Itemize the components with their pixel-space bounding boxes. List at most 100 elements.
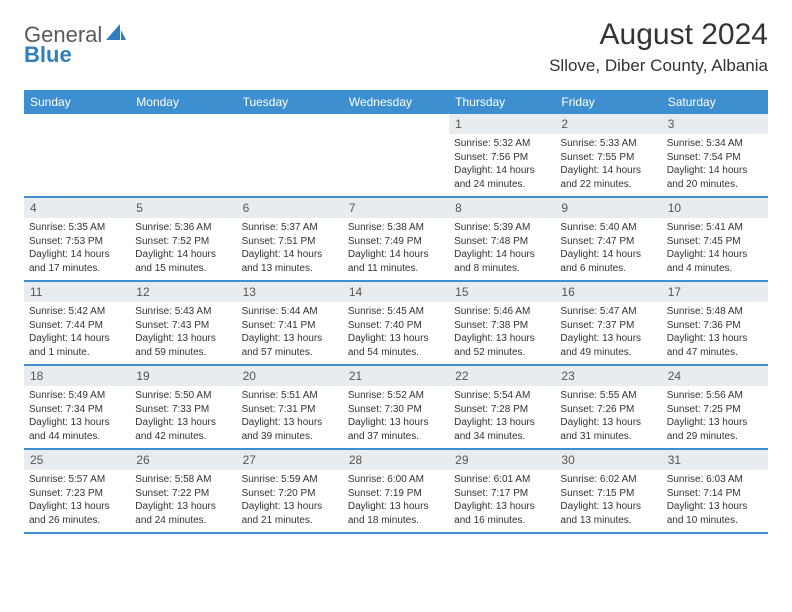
sunset-text: Sunset: 7:48 PM	[454, 235, 550, 249]
day-info: Sunrise: 5:56 AMSunset: 7:25 PMDaylight:…	[662, 386, 768, 448]
daylight-text: Daylight: 13 hours and 29 minutes.	[667, 416, 763, 443]
day-number: 27	[237, 450, 343, 470]
daylight-text: Daylight: 13 hours and 21 minutes.	[242, 500, 338, 527]
day-number: 8	[449, 198, 555, 218]
day-number: 12	[130, 282, 236, 302]
day-info: Sunrise: 5:48 AMSunset: 7:36 PMDaylight:…	[662, 302, 768, 364]
day-cell: 30Sunrise: 6:02 AMSunset: 7:15 PMDayligh…	[555, 450, 661, 532]
month-title: August 2024	[549, 18, 768, 52]
day-info: Sunrise: 5:32 AMSunset: 7:56 PMDaylight:…	[449, 134, 555, 196]
day-number: 7	[343, 198, 449, 218]
sunset-text: Sunset: 7:41 PM	[242, 319, 338, 333]
sunrise-text: Sunrise: 5:34 AM	[667, 137, 763, 151]
day-info: Sunrise: 5:37 AMSunset: 7:51 PMDaylight:…	[237, 218, 343, 280]
day-info: Sunrise: 5:57 AMSunset: 7:23 PMDaylight:…	[24, 470, 130, 532]
day-cell: 26Sunrise: 5:58 AMSunset: 7:22 PMDayligh…	[130, 450, 236, 532]
daylight-text: Daylight: 14 hours and 8 minutes.	[454, 248, 550, 275]
week-row: 1Sunrise: 5:32 AMSunset: 7:56 PMDaylight…	[24, 114, 768, 198]
sunset-text: Sunset: 7:37 PM	[560, 319, 656, 333]
day-info: Sunrise: 5:41 AMSunset: 7:45 PMDaylight:…	[662, 218, 768, 280]
sunrise-text: Sunrise: 5:58 AM	[135, 473, 231, 487]
sunset-text: Sunset: 7:40 PM	[348, 319, 444, 333]
sunset-text: Sunset: 7:56 PM	[454, 151, 550, 165]
day-cell: 9Sunrise: 5:40 AMSunset: 7:47 PMDaylight…	[555, 198, 661, 280]
day-cell: 23Sunrise: 5:55 AMSunset: 7:26 PMDayligh…	[555, 366, 661, 448]
day-cell: 20Sunrise: 5:51 AMSunset: 7:31 PMDayligh…	[237, 366, 343, 448]
sunrise-text: Sunrise: 5:33 AM	[560, 137, 656, 151]
daylight-text: Daylight: 13 hours and 49 minutes.	[560, 332, 656, 359]
daylight-text: Daylight: 13 hours and 13 minutes.	[560, 500, 656, 527]
daylight-text: Daylight: 13 hours and 16 minutes.	[454, 500, 550, 527]
day-info: Sunrise: 5:58 AMSunset: 7:22 PMDaylight:…	[130, 470, 236, 532]
sunrise-text: Sunrise: 5:57 AM	[29, 473, 125, 487]
day-info: Sunrise: 5:55 AMSunset: 7:26 PMDaylight:…	[555, 386, 661, 448]
daylight-text: Daylight: 13 hours and 54 minutes.	[348, 332, 444, 359]
sunset-text: Sunset: 7:26 PM	[560, 403, 656, 417]
sunset-text: Sunset: 7:55 PM	[560, 151, 656, 165]
day-number: 13	[237, 282, 343, 302]
day-cell: 27Sunrise: 5:59 AMSunset: 7:20 PMDayligh…	[237, 450, 343, 532]
day-info: Sunrise: 5:46 AMSunset: 7:38 PMDaylight:…	[449, 302, 555, 364]
daylight-text: Daylight: 14 hours and 17 minutes.	[29, 248, 125, 275]
sunrise-text: Sunrise: 5:56 AM	[667, 389, 763, 403]
sunrise-text: Sunrise: 5:54 AM	[454, 389, 550, 403]
day-number: 15	[449, 282, 555, 302]
day-cell-empty	[130, 114, 236, 196]
day-number: 23	[555, 366, 661, 386]
daylight-text: Daylight: 13 hours and 59 minutes.	[135, 332, 231, 359]
day-number: 22	[449, 366, 555, 386]
sunrise-text: Sunrise: 5:40 AM	[560, 221, 656, 235]
day-number: 26	[130, 450, 236, 470]
day-number: 1	[449, 114, 555, 134]
day-number: 19	[130, 366, 236, 386]
daylight-text: Daylight: 14 hours and 1 minute.	[29, 332, 125, 359]
day-info: Sunrise: 5:35 AMSunset: 7:53 PMDaylight:…	[24, 218, 130, 280]
day-info: Sunrise: 5:38 AMSunset: 7:49 PMDaylight:…	[343, 218, 449, 280]
sunset-text: Sunset: 7:47 PM	[560, 235, 656, 249]
weekday-thursday: Thursday	[449, 90, 555, 114]
day-number: 4	[24, 198, 130, 218]
day-cell: 17Sunrise: 5:48 AMSunset: 7:36 PMDayligh…	[662, 282, 768, 364]
daylight-text: Daylight: 14 hours and 6 minutes.	[560, 248, 656, 275]
sunset-text: Sunset: 7:22 PM	[135, 487, 231, 501]
calendar-body: 1Sunrise: 5:32 AMSunset: 7:56 PMDaylight…	[24, 114, 768, 534]
sunset-text: Sunset: 7:45 PM	[667, 235, 763, 249]
daylight-text: Daylight: 13 hours and 26 minutes.	[29, 500, 125, 527]
day-cell: 2 Sunrise: 5:33 AMSunset: 7:55 PMDaylight…	[555, 114, 661, 196]
weekday-wednesday: Wednesday	[343, 90, 449, 114]
day-cell: 1Sunrise: 5:32 AMSunset: 7:56 PMDaylight…	[449, 114, 555, 196]
sunrise-text: Sunrise: 5:47 AM	[560, 305, 656, 319]
day-cell: 5Sunrise: 5:36 AMSunset: 7:52 PMDaylight…	[130, 198, 236, 280]
day-info: Sunrise: 6:03 AMSunset: 7:14 PMDaylight:…	[662, 470, 768, 532]
day-info: Sunrise: 5:49 AMSunset: 7:34 PMDaylight:…	[24, 386, 130, 448]
daylight-text: Daylight: 14 hours and 22 minutes.	[560, 164, 656, 191]
weekday-sunday: Sunday	[24, 90, 130, 114]
day-number: 25	[24, 450, 130, 470]
day-number: 11	[24, 282, 130, 302]
day-cell-empty	[24, 114, 130, 196]
day-info: Sunrise: 6:00 AMSunset: 7:19 PMDaylight:…	[343, 470, 449, 532]
day-number: 2	[555, 114, 661, 134]
day-number: 3	[662, 114, 768, 134]
sunrise-text: Sunrise: 5:45 AM	[348, 305, 444, 319]
sunset-text: Sunset: 7:52 PM	[135, 235, 231, 249]
day-info: Sunrise: 5:44 AMSunset: 7:41 PMDaylight:…	[237, 302, 343, 364]
sunrise-text: Sunrise: 5:39 AM	[454, 221, 550, 235]
week-row: 4Sunrise: 5:35 AMSunset: 7:53 PMDaylight…	[24, 198, 768, 282]
day-number: 16	[555, 282, 661, 302]
weekday-friday: Friday	[555, 90, 661, 114]
day-info: Sunrise: 6:01 AMSunset: 7:17 PMDaylight:…	[449, 470, 555, 532]
sunrise-text: Sunrise: 5:38 AM	[348, 221, 444, 235]
sunset-text: Sunset: 7:19 PM	[348, 487, 444, 501]
daylight-text: Daylight: 14 hours and 15 minutes.	[135, 248, 231, 275]
sunset-text: Sunset: 7:33 PM	[135, 403, 231, 417]
daylight-text: Daylight: 13 hours and 39 minutes.	[242, 416, 338, 443]
sunrise-text: Sunrise: 5:55 AM	[560, 389, 656, 403]
sunset-text: Sunset: 7:54 PM	[667, 151, 763, 165]
day-number: 30	[555, 450, 661, 470]
daylight-text: Daylight: 13 hours and 44 minutes.	[29, 416, 125, 443]
sunset-text: Sunset: 7:43 PM	[135, 319, 231, 333]
day-cell: 19Sunrise: 5:50 AMSunset: 7:33 PMDayligh…	[130, 366, 236, 448]
day-number: 20	[237, 366, 343, 386]
weekday-header-row: SundayMondayTuesdayWednesdayThursdayFrid…	[24, 90, 768, 114]
